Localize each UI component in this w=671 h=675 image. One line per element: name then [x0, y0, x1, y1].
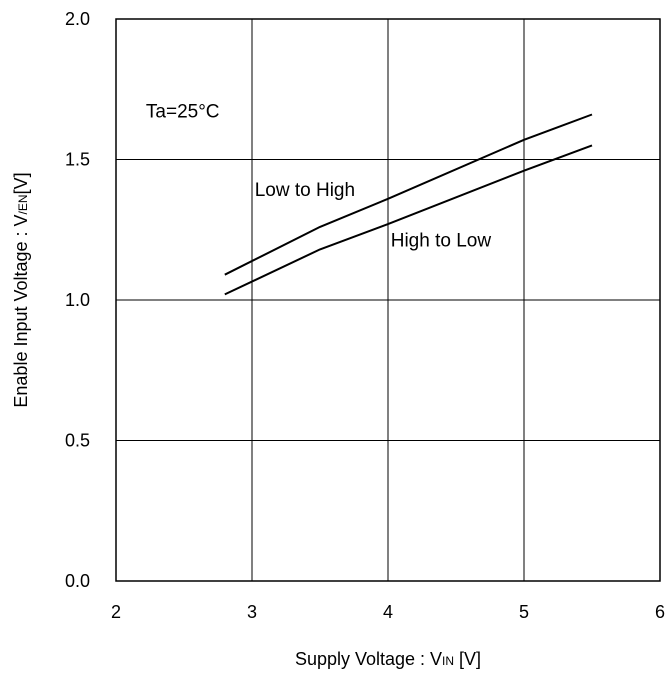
- series-lines: [224, 113, 593, 296]
- x-tick-label-0: 2: [111, 602, 121, 622]
- x-axis-label-sub: IN: [442, 654, 454, 668]
- x-tick-label-2: 4: [383, 602, 393, 622]
- y-tick-label-1: 0.5: [65, 431, 90, 451]
- y-axis-label-suffix: [V]: [11, 172, 31, 194]
- y-axis-label-main: Enable Input Voltage : V: [11, 214, 31, 407]
- y-axis-label-sub: /EN: [16, 194, 30, 214]
- x-axis-label-main: Supply Voltage : V: [295, 649, 442, 669]
- x-tick-labels: 2 3 4 5 6: [111, 602, 665, 622]
- x-tick-label-1: 3: [247, 602, 257, 622]
- high-to-low-label: High to Low: [391, 231, 492, 252]
- series-line-high-to-low: [224, 144, 593, 296]
- y-tick-label-4: 2.0: [65, 9, 90, 29]
- plot-frame: [115, 18, 661, 582]
- series-line-low-to-high: [224, 113, 593, 276]
- x-axis-label-suffix: [V]: [454, 649, 481, 669]
- annotations: Ta=25°C Low to High High to Low: [146, 101, 491, 251]
- y-tick-label-3: 1.5: [65, 150, 90, 170]
- ambient-temperature-label: Ta=25°C: [146, 101, 220, 122]
- y-axis-label: Enable Input Voltage : V/EN[V]: [11, 172, 31, 407]
- x-tick-label-3: 5: [519, 602, 529, 622]
- y-tick-label-0: 0.0: [65, 571, 90, 591]
- x-tick-label-4: 6: [655, 602, 665, 622]
- x-axis-label: Supply Voltage : VIN [V]: [295, 649, 481, 669]
- low-to-high-label: Low to High: [255, 180, 355, 201]
- grid-lines: [116, 19, 660, 581]
- y-tick-label-2: 1.0: [65, 290, 90, 310]
- y-tick-labels: 0.0 0.5 1.0 1.5 2.0: [65, 9, 90, 591]
